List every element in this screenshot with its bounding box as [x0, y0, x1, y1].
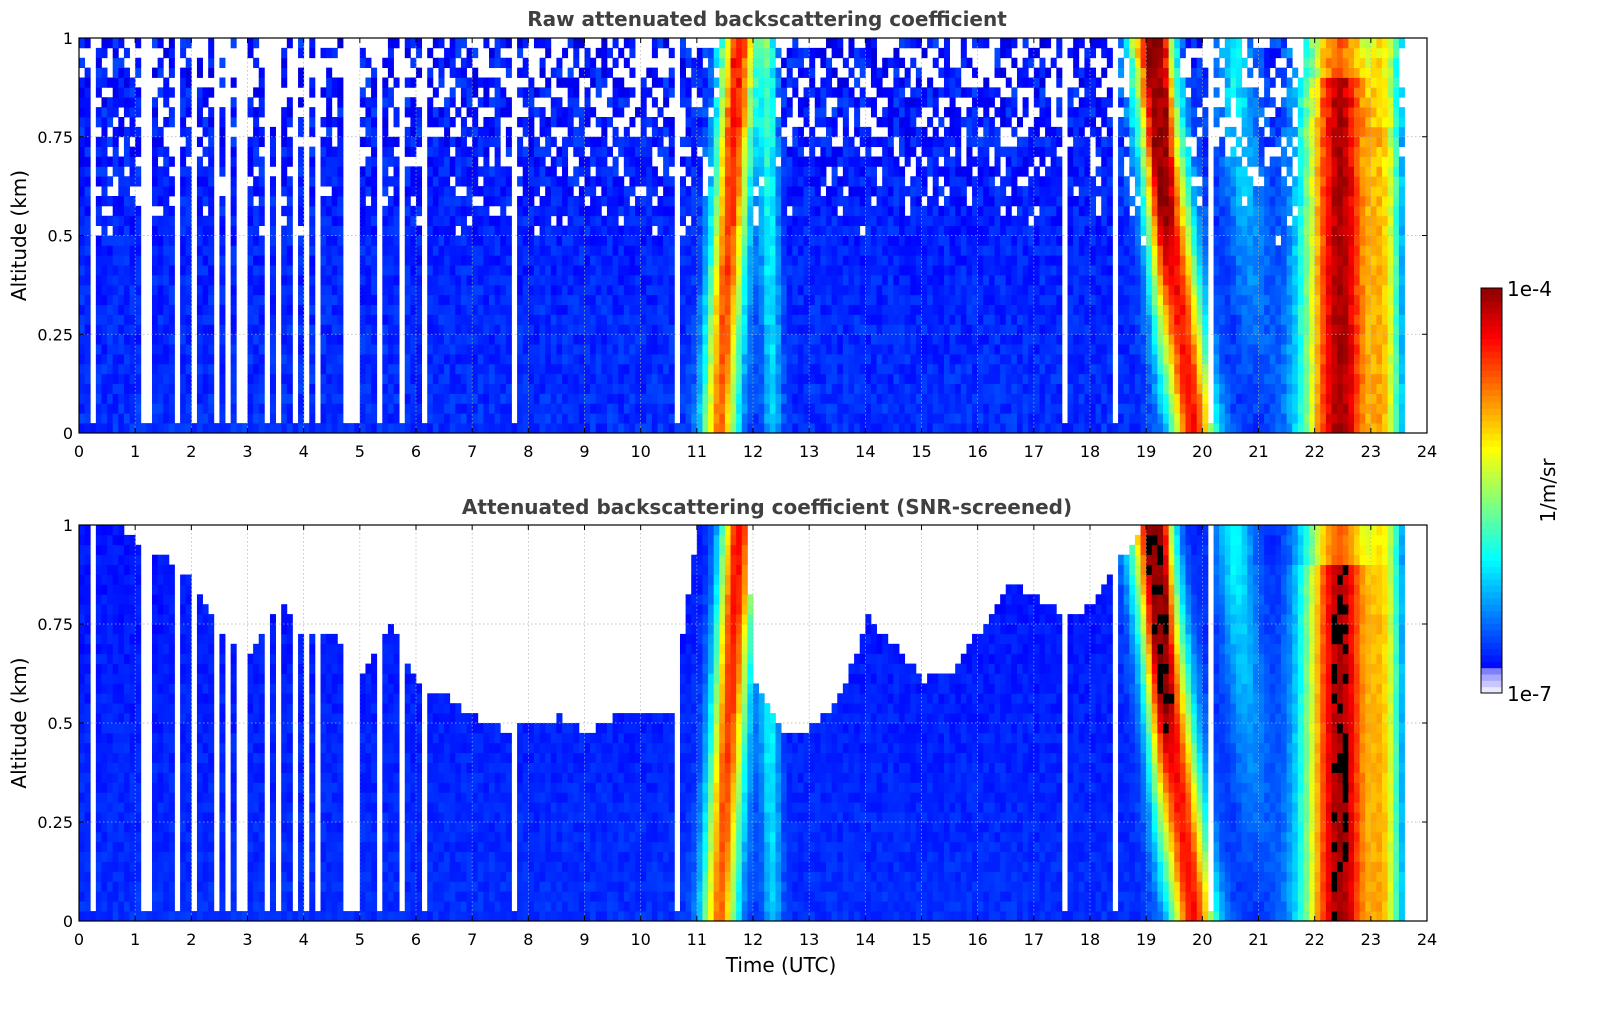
y-tick-label: 0.25 [37, 325, 73, 344]
y-tick-label: 0 [63, 912, 73, 931]
x-tick-label: 8 [523, 930, 533, 949]
x-tick-label: 1 [130, 930, 140, 949]
colorbar-units-label: 1/m/sr [1536, 458, 1560, 523]
x-tick-label: 20 [1192, 930, 1212, 949]
x-tick-label: 20 [1192, 442, 1212, 461]
x-tick-label: 3 [242, 930, 252, 949]
x-tick-label: 6 [411, 442, 421, 461]
x-tick-label: 17 [1024, 930, 1044, 949]
y-tick-label: 1 [63, 29, 73, 48]
y-axis: 0 0.25 0.5 0.75 1 [37, 516, 1427, 931]
x-tick-label: 9 [579, 930, 589, 949]
x-tick-label: 7 [467, 442, 477, 461]
x-tick-label: 4 [299, 442, 309, 461]
colorbar-max-label: 1e-4 [1507, 277, 1552, 301]
y-tick-label: 0.5 [48, 714, 73, 733]
x-tick-label: 5 [355, 930, 365, 949]
x-tick-label: 16 [967, 442, 987, 461]
y-axis: 0 0.25 0.5 0.75 1 [37, 29, 1427, 443]
x-tick-label: 11 [687, 930, 707, 949]
x-tick-label: 15 [911, 930, 931, 949]
x-tick-label: 24 [1417, 442, 1437, 461]
raw-backscatter-panel: 0 1 2 3 4 5 6 7 8 9 10 11 12 13 14 15 16 17 18 19 20 21 22 23 24… [7, 7, 1437, 461]
x-tick-label: 4 [299, 930, 309, 949]
x-tick-label: 12 [743, 930, 763, 949]
screened-backscatter-panel: 0 1 2 3 4 5 6 7 8 9 10 11 12 13 14 15 16 17 18 19 20 21 22 23 24… [7, 495, 1437, 977]
y-tick-label: 0.25 [37, 813, 73, 832]
y-tick-label: 0.75 [37, 128, 73, 147]
x-tick-label: 8 [523, 442, 533, 461]
x-tick-label: 6 [411, 930, 421, 949]
x-tick-label: 7 [467, 930, 477, 949]
x-tick-label: 17 [1024, 442, 1044, 461]
y-axis-label: Altitude (km) [7, 657, 31, 788]
x-tick-label: 18 [1080, 442, 1100, 461]
colorbar: 1e-4 1e-7 1/m/sr [1480, 277, 1560, 706]
x-tick-label: 0 [74, 442, 84, 461]
x-tick-label: 23 [1361, 442, 1381, 461]
x-tick-label: 11 [687, 442, 707, 461]
x-tick-label: 3 [242, 442, 252, 461]
x-tick-label: 2 [186, 442, 196, 461]
x-tick-label: 14 [855, 442, 875, 461]
x-tick-label: 5 [355, 442, 365, 461]
x-tick-label: 1 [130, 442, 140, 461]
x-tick-label: 22 [1304, 930, 1324, 949]
x-tick-label: 16 [967, 930, 987, 949]
x-tick-label: 21 [1248, 930, 1268, 949]
colorbar-gradient [1481, 288, 1502, 694]
chart-title: Attenuated backscattering coefficient (S… [462, 495, 1072, 519]
x-tick-label: 13 [799, 930, 819, 949]
x-tick-label: 0 [74, 930, 84, 949]
x-tick-label: 24 [1417, 930, 1437, 949]
x-tick-label: 23 [1361, 930, 1381, 949]
x-axis-label: Time (UTC) [725, 953, 837, 977]
heatmap-cells [79, 525, 1405, 921]
x-tick-label: 21 [1248, 442, 1268, 461]
x-tick-label: 19 [1136, 930, 1156, 949]
y-tick-label: 0.5 [48, 227, 73, 246]
x-tick-label: 10 [630, 930, 650, 949]
heatmap-cells [79, 38, 1405, 433]
x-tick-label: 13 [799, 442, 819, 461]
x-tick-label: 9 [579, 442, 589, 461]
y-tick-label: 1 [63, 516, 73, 535]
x-tick-label: 19 [1136, 442, 1156, 461]
x-tick-label: 12 [743, 442, 763, 461]
x-axis: 0 1 2 3 4 5 6 7 8 9 10 11 12 13 14 15 16 17 18 19 20 21 22 23 24 [74, 525, 1437, 949]
y-tick-label: 0.75 [37, 615, 73, 634]
x-axis: 0 1 2 3 4 5 6 7 8 9 10 11 12 13 14 15 16 17 18 19 20 21 22 23 24 [74, 38, 1437, 461]
x-tick-label: 22 [1304, 442, 1324, 461]
x-tick-label: 10 [630, 442, 650, 461]
chart-title: Raw attenuated backscattering coefficien… [527, 7, 1007, 31]
colorbar-min-label: 1e-7 [1507, 682, 1552, 706]
y-tick-label: 0 [63, 424, 73, 443]
x-tick-label: 15 [911, 442, 931, 461]
x-tick-label: 14 [855, 930, 875, 949]
x-tick-label: 2 [186, 930, 196, 949]
colorbar-frame [1480, 287, 1503, 694]
y-axis-label: Altitude (km) [7, 170, 31, 301]
x-tick-label: 18 [1080, 930, 1100, 949]
